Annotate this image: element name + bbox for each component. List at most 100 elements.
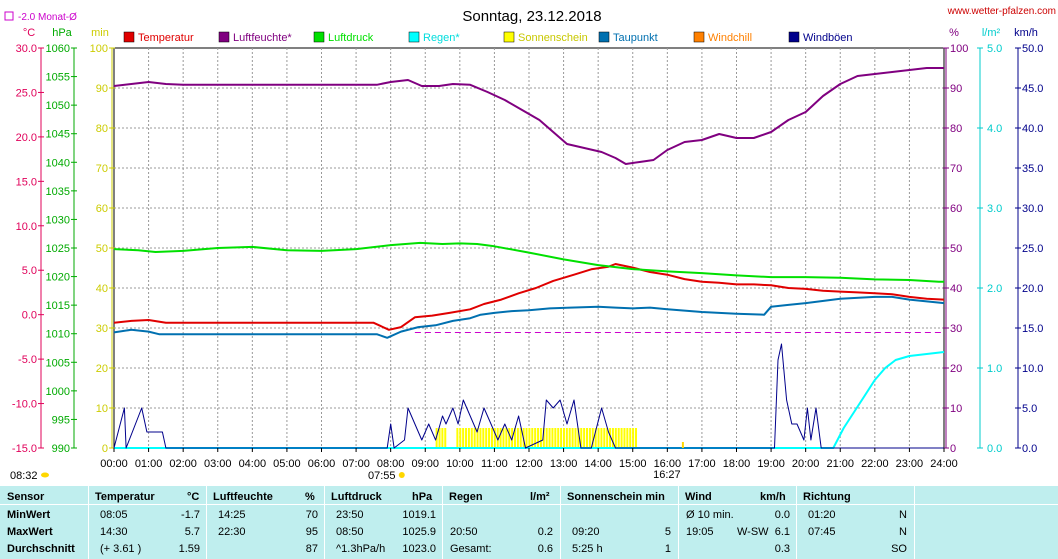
sunshine-bar xyxy=(588,428,591,448)
stats-header-richtung: Richtung xyxy=(803,491,851,503)
stats-maxwert-wind-time: 19:05 xyxy=(686,526,714,538)
tick-label-temp: 15.0 xyxy=(16,176,37,188)
stats-durchschnitt-press-time: ^1.3hPa/h xyxy=(336,543,386,555)
x-tick-label: 21:00 xyxy=(826,458,854,470)
tick-label-press: 1015 xyxy=(46,300,70,312)
stats-header-regen: Regen xyxy=(449,491,483,503)
x-tick-label: 01:00 xyxy=(135,458,163,470)
x-tick-label: 07:00 xyxy=(342,458,370,470)
tick-label-rain: 5.0 xyxy=(987,43,1002,55)
stats-durchschnitt-wind-val: 0.3 xyxy=(774,543,790,555)
sunshine-bar xyxy=(600,428,603,448)
legend-swatch-luftfeuchte xyxy=(218,31,230,43)
stats-minwert-temp-val: -1.7 xyxy=(181,509,200,521)
stats-header-luftfeuchte: Luftfeuchte xyxy=(213,491,273,503)
x-tick-label: 19:00 xyxy=(757,458,785,470)
tick-label-hum: 60 xyxy=(950,203,962,215)
sunshine-bar xyxy=(591,428,594,448)
sunshine-bar xyxy=(534,428,537,448)
sunshine-bar xyxy=(586,428,589,448)
series-line-windboeen xyxy=(113,343,944,449)
sunshine-bar xyxy=(438,428,441,448)
sunshine-bar xyxy=(513,428,516,448)
sunshine-bar xyxy=(459,428,462,448)
stats-maxwert-press-val: 1025.9 xyxy=(402,526,436,538)
sunshine-bar xyxy=(626,428,629,448)
axis-unit-min: min xyxy=(91,27,109,39)
tick-label-min: 100 xyxy=(90,43,108,55)
legend-label: Windchill xyxy=(708,32,752,44)
stats-maxwert-press-time: 08:50 xyxy=(336,526,364,538)
stats-durchschnitt-rain-time: Gesamt: xyxy=(450,543,492,555)
x-tick-label: 09:00 xyxy=(411,458,439,470)
sunshine-bar xyxy=(545,428,548,448)
stats-header-luftfeuchte-unit: % xyxy=(305,491,315,503)
tick-label-wind: 45.0 xyxy=(1022,83,1043,95)
tick-label-rain: 1.0 xyxy=(987,363,1002,375)
stats-header-luftdruck-unit: hPa xyxy=(412,491,433,503)
axis-unit-wind: km/h xyxy=(1014,27,1038,39)
sunset-label: 16:27 xyxy=(653,469,681,481)
stats-maxwert-wind-val: 6.1 xyxy=(774,526,790,538)
axis-unit-press: hPa xyxy=(52,27,72,39)
tick-label-hum: 80 xyxy=(950,123,962,135)
stats-minwert-wind-val: 0.0 xyxy=(774,509,790,521)
stats-minwert-hum-val: 70 xyxy=(305,509,318,521)
stats-maxwert-temp-val: 5.7 xyxy=(184,526,200,538)
sunshine-bar xyxy=(583,428,586,448)
stats-maxwert-hum-val: 95 xyxy=(305,526,318,538)
legend-swatch-temperatur xyxy=(123,31,135,43)
legend-label: Luftdruck xyxy=(328,32,374,44)
tick-label-min: 30 xyxy=(96,323,108,335)
sunshine-bar xyxy=(528,428,531,448)
stats-header-temperatur: Temperatur xyxy=(95,491,155,503)
stats-durchschnitt-label: Durchschnitt xyxy=(7,543,75,555)
stats-minwert-label: MinWert xyxy=(7,509,51,521)
stats-maxwert-dir-time: 07:45 xyxy=(808,526,836,538)
x-tick-label: 06:00 xyxy=(308,458,336,470)
sunshine-bar xyxy=(560,428,563,448)
sunshine-bar xyxy=(617,428,620,448)
tick-label-wind: 25.0 xyxy=(1022,243,1043,255)
stats-maxwert-rain-time: 20:50 xyxy=(450,526,478,538)
x-tick-label: 11:00 xyxy=(481,458,508,470)
sunshine-bar xyxy=(620,428,623,448)
x-tick-label: 17:00 xyxy=(688,458,716,470)
tick-label-min: 40 xyxy=(96,283,108,295)
tick-label-wind: 5.0 xyxy=(1022,403,1037,415)
stats-minwert-wind-time: Ø 10 min. xyxy=(686,509,734,521)
sunshine-bar xyxy=(568,428,571,448)
tick-label-press: 1010 xyxy=(46,329,70,341)
sunshine-bar xyxy=(537,428,540,448)
stats-durchschnitt-hum-val: 87 xyxy=(305,543,318,555)
stats-header-sonnenschein: Sonnenschein min xyxy=(567,491,665,503)
sunshine-bar xyxy=(597,428,600,448)
stats-header-sensor: Sensor xyxy=(7,491,45,503)
weather-chart: Sonntag, 23.12.2018 www.wetter-pfalzen.c… xyxy=(4,6,1056,482)
monthly-avg-label: -2.0 Monat-Ø xyxy=(18,12,77,23)
stats-durchschnitt-sun-val: 1 xyxy=(664,543,671,555)
sunshine-bar xyxy=(444,428,447,448)
stats-minwert-hum-time: 14:25 xyxy=(218,509,246,521)
x-tick-label: 20:00 xyxy=(792,458,820,470)
site-link[interactable]: www.wetter-pfalzen.com xyxy=(947,6,1056,17)
x-tick-label: 02:00 xyxy=(169,458,197,470)
tick-label-press: 1005 xyxy=(46,357,70,369)
tick-label-press: 1045 xyxy=(46,129,70,141)
axis-unit-temp: °C xyxy=(23,27,35,39)
x-tick-label: 03:00 xyxy=(204,458,232,470)
tick-label-temp: -15.0 xyxy=(12,443,37,455)
sunshine-bar xyxy=(508,428,511,448)
sunshine-bar xyxy=(479,428,482,448)
sunshine-bar xyxy=(465,428,468,448)
tick-label-hum: 100 xyxy=(950,43,968,55)
stats-maxwert-temp-time: 14:30 xyxy=(100,526,128,538)
tick-label-temp: -5.0 xyxy=(18,354,37,366)
stats-minwert-press-val: 1019.1 xyxy=(402,509,436,521)
legend-label: Luftfeuchte* xyxy=(233,32,292,44)
stats-durchschnitt-press-val: 1023.0 xyxy=(402,543,436,555)
x-tick-label: 08:00 xyxy=(377,458,405,470)
tick-label-press: 1030 xyxy=(46,214,70,226)
sunshine-bar xyxy=(470,428,473,448)
stats-header-wind-unit: km/h xyxy=(760,491,786,503)
